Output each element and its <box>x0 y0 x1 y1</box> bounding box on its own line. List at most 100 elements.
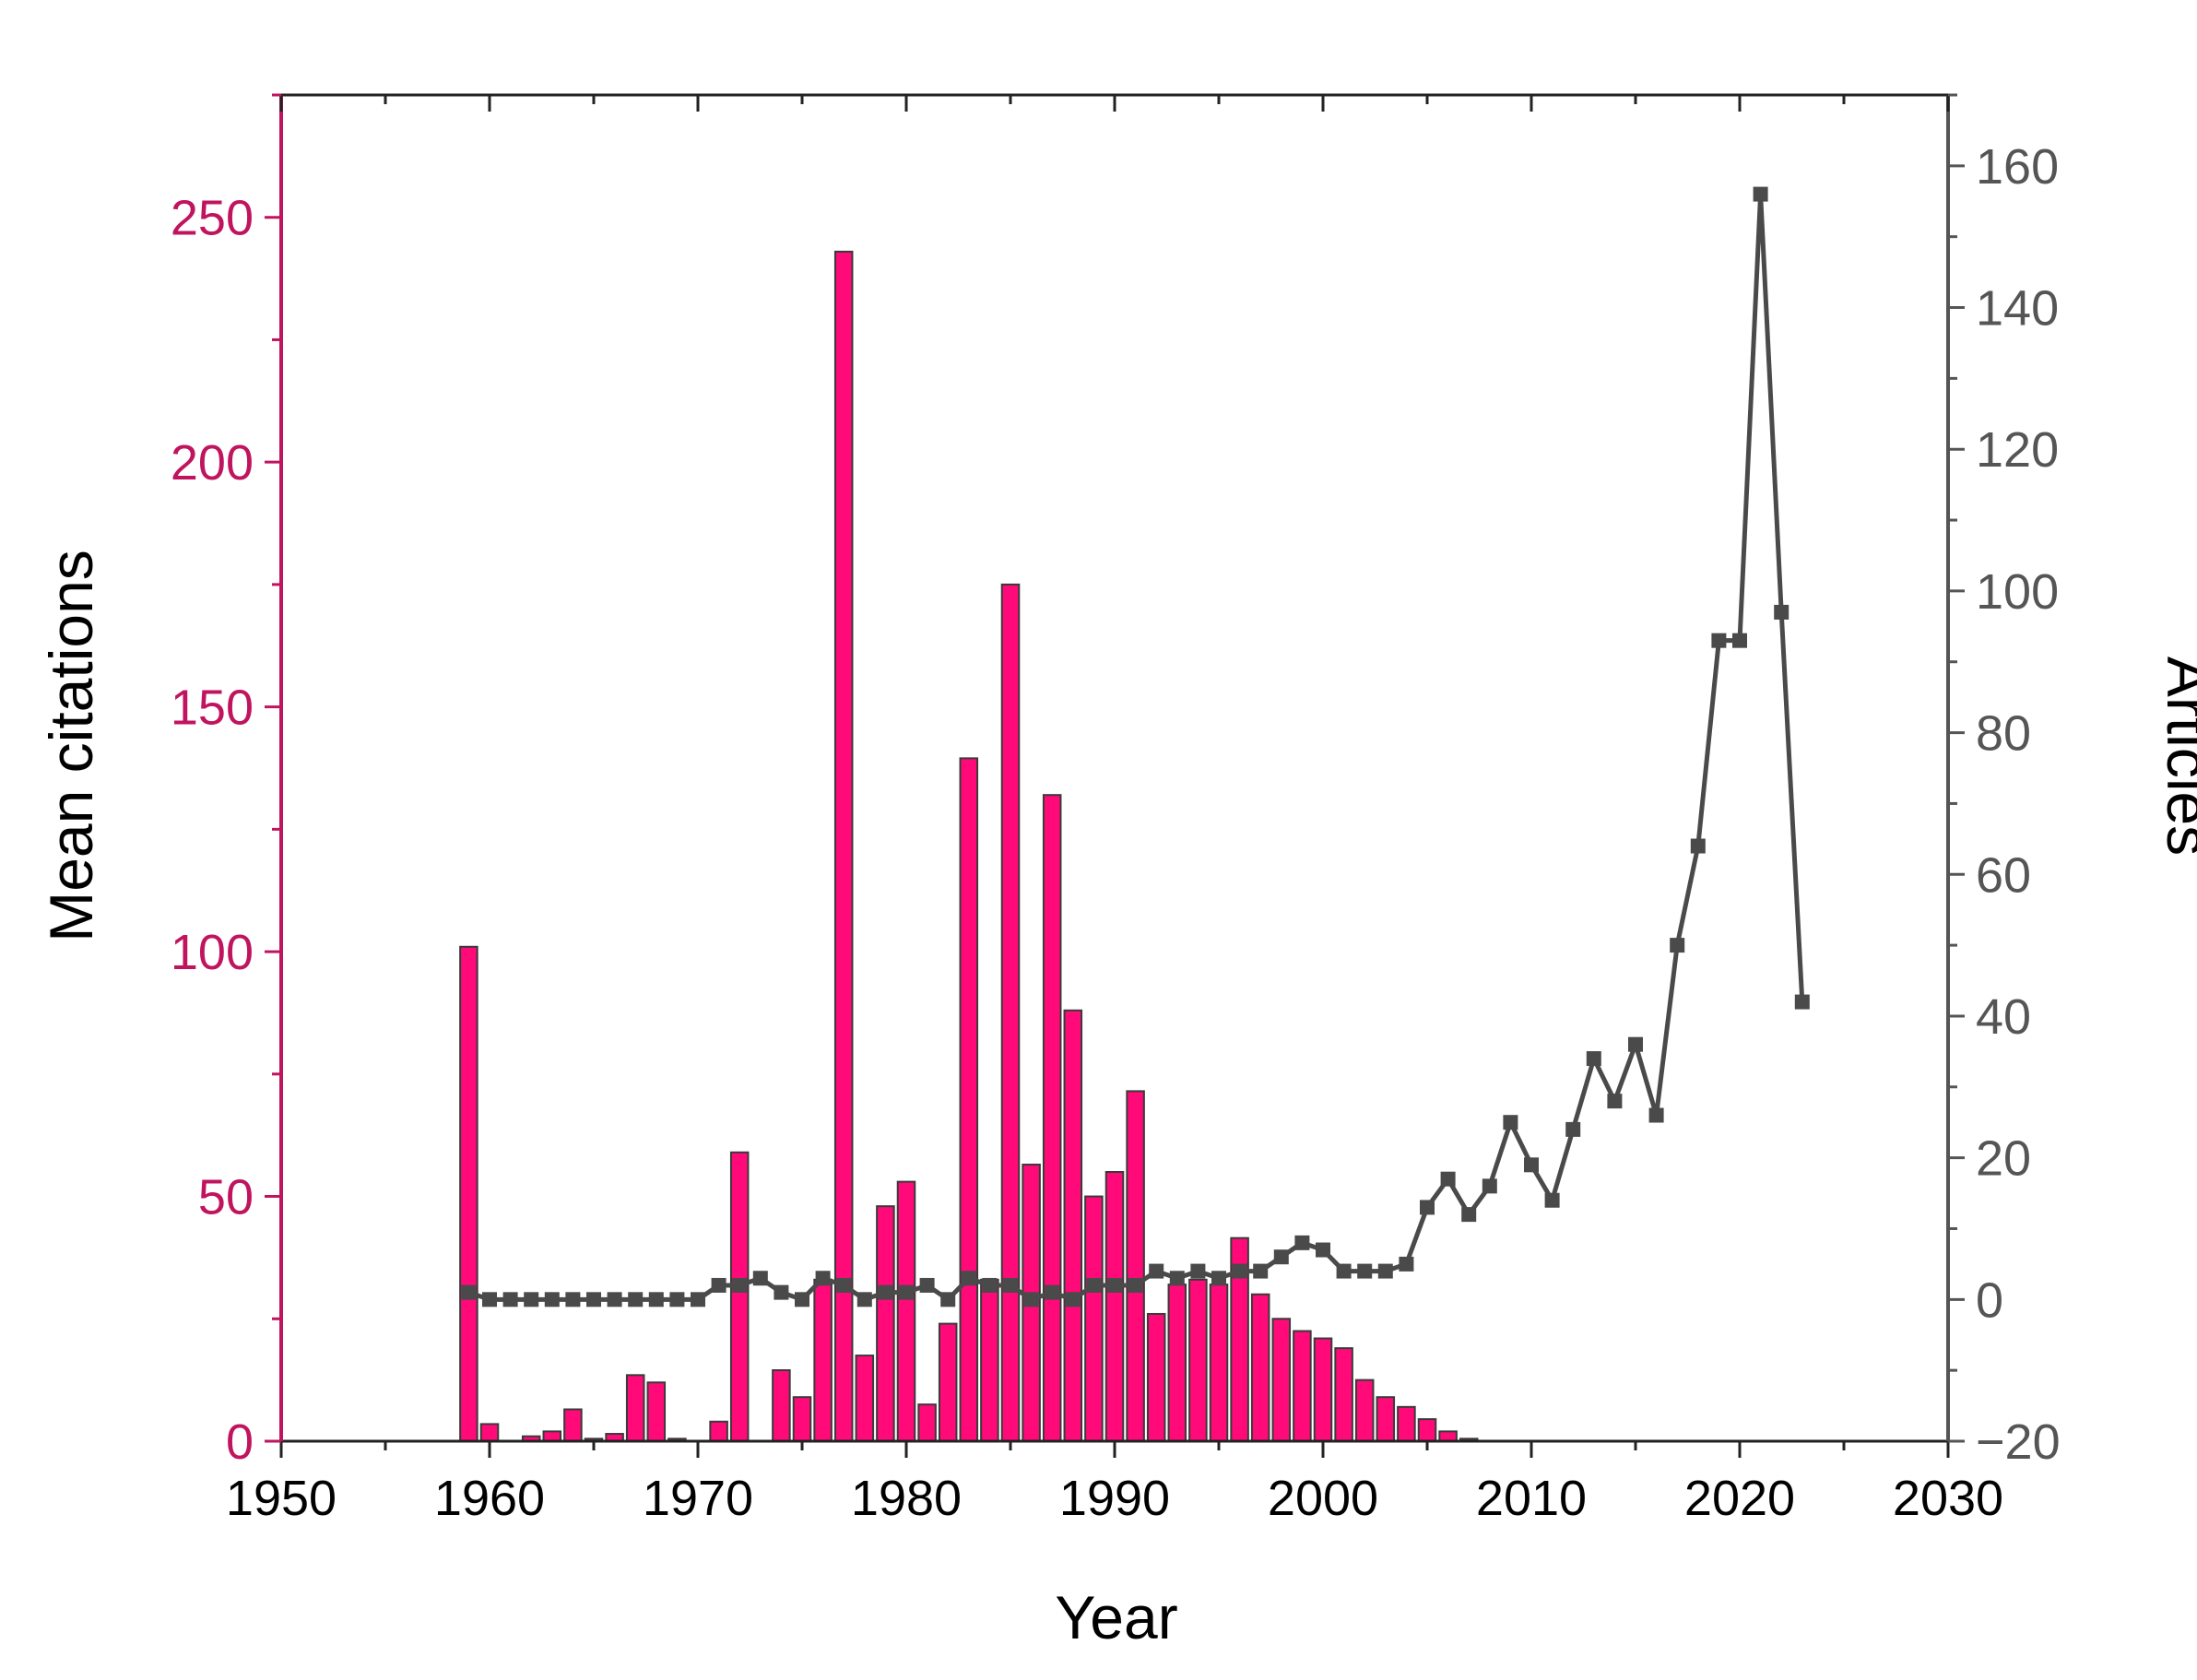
line-point <box>1607 1094 1623 1109</box>
line-point <box>1753 186 1768 202</box>
line-point <box>961 1271 976 1286</box>
line-point <box>1732 633 1747 648</box>
bar <box>1334 1347 1353 1443</box>
y-tick-label: 100 <box>171 925 254 980</box>
bar <box>1354 1378 1375 1442</box>
line-point <box>940 1292 956 1307</box>
line-point <box>1086 1277 1102 1293</box>
bar <box>1084 1195 1104 1442</box>
bar <box>833 250 854 1443</box>
line-point <box>1544 1192 1560 1208</box>
line-point <box>774 1284 789 1300</box>
bar <box>980 1278 999 1443</box>
x-tick-label: 1970 <box>643 1471 753 1526</box>
line-point <box>711 1277 726 1293</box>
y2-tick-label: 140 <box>1976 281 2059 337</box>
line-point <box>1023 1292 1039 1307</box>
line-point <box>795 1292 809 1307</box>
line-point <box>1065 1292 1081 1307</box>
line-point <box>544 1292 560 1307</box>
line-point <box>1399 1256 1414 1272</box>
x-tick-label: 2030 <box>1893 1471 2003 1526</box>
bar <box>772 1369 791 1443</box>
bar <box>729 1151 750 1443</box>
bar-series <box>459 250 1479 1443</box>
bar <box>917 1403 937 1442</box>
y-tick-label: 150 <box>171 680 254 736</box>
line-point <box>1316 1242 1330 1258</box>
bar <box>938 1322 958 1442</box>
x-tick-label: 1950 <box>226 1471 337 1526</box>
line-point <box>607 1292 622 1307</box>
bar <box>896 1180 916 1442</box>
y2-tick-label: −20 <box>1976 1414 2061 1470</box>
y2-tick-label: 20 <box>1976 1131 2031 1187</box>
y-tick-label: 250 <box>171 191 254 246</box>
bar <box>646 1381 667 1442</box>
y-tick-label: 50 <box>198 1170 254 1225</box>
y2-tick-label: 100 <box>1976 564 2059 620</box>
line-point <box>1273 1249 1289 1265</box>
x-tick-label: 2020 <box>1684 1471 1795 1526</box>
line-point <box>1232 1263 1247 1279</box>
bar <box>876 1205 895 1443</box>
bar <box>1313 1337 1333 1442</box>
bar <box>709 1420 728 1443</box>
line-point <box>565 1292 581 1307</box>
line-point <box>1648 1107 1664 1123</box>
x-tick-label: 1980 <box>851 1471 962 1526</box>
line-point <box>502 1292 518 1307</box>
x-tick-label: 2010 <box>1476 1471 1587 1526</box>
line-point <box>1336 1263 1352 1279</box>
line-point <box>878 1284 893 1300</box>
bar <box>1417 1418 1437 1443</box>
line-point <box>1190 1263 1206 1279</box>
line-point <box>524 1292 539 1307</box>
tick-labels: 1950 1960 1970 1980 1990 2000 2010 2020 20300501… <box>171 139 2061 1526</box>
line-point <box>669 1292 685 1307</box>
line-point <box>1586 1051 1601 1067</box>
y2-tick-label: 80 <box>1976 706 2031 762</box>
bar <box>959 757 979 1442</box>
line-point <box>1357 1263 1373 1279</box>
y-tick-label: 0 <box>226 1414 254 1470</box>
line-point <box>919 1277 935 1293</box>
y2-tick-label: 160 <box>1976 139 2059 195</box>
line-point <box>1440 1171 1456 1187</box>
y2-tick-label: 120 <box>1976 422 2059 478</box>
line-point <box>752 1271 768 1286</box>
line-point <box>1294 1235 1310 1250</box>
bar <box>855 1355 875 1443</box>
bar <box>563 1408 583 1443</box>
bar <box>1376 1396 1396 1442</box>
line-point <box>461 1284 477 1300</box>
line-point <box>1420 1200 1435 1215</box>
y2-tick-label: 60 <box>1976 847 2031 903</box>
line-point <box>1211 1271 1226 1286</box>
line-point <box>586 1292 601 1307</box>
x-tick-label: 2000 <box>1268 1471 1378 1526</box>
bar <box>542 1430 562 1443</box>
line-series <box>461 186 1810 1307</box>
axes <box>265 93 1965 1458</box>
bar <box>1438 1430 1458 1443</box>
bar <box>459 945 478 1443</box>
line-point <box>1670 938 1685 953</box>
y2-axis-title: Articles <box>2155 657 2197 856</box>
line-point <box>1565 1121 1581 1137</box>
line-point <box>1628 1036 1643 1052</box>
y-tick-label: 200 <box>171 435 254 491</box>
bar <box>792 1396 812 1442</box>
bar <box>1397 1405 1416 1442</box>
line-point <box>1711 633 1727 648</box>
line-point <box>1003 1277 1018 1293</box>
line-point <box>856 1292 872 1307</box>
y-axis-title: Mean citations <box>37 550 105 942</box>
line-point <box>648 1292 664 1307</box>
y2-tick-label: 0 <box>1976 1272 2003 1328</box>
line-point <box>1107 1277 1122 1293</box>
line-point <box>732 1277 748 1293</box>
line-point <box>1169 1271 1185 1286</box>
x-axis-title: Year <box>1055 1583 1177 1651</box>
